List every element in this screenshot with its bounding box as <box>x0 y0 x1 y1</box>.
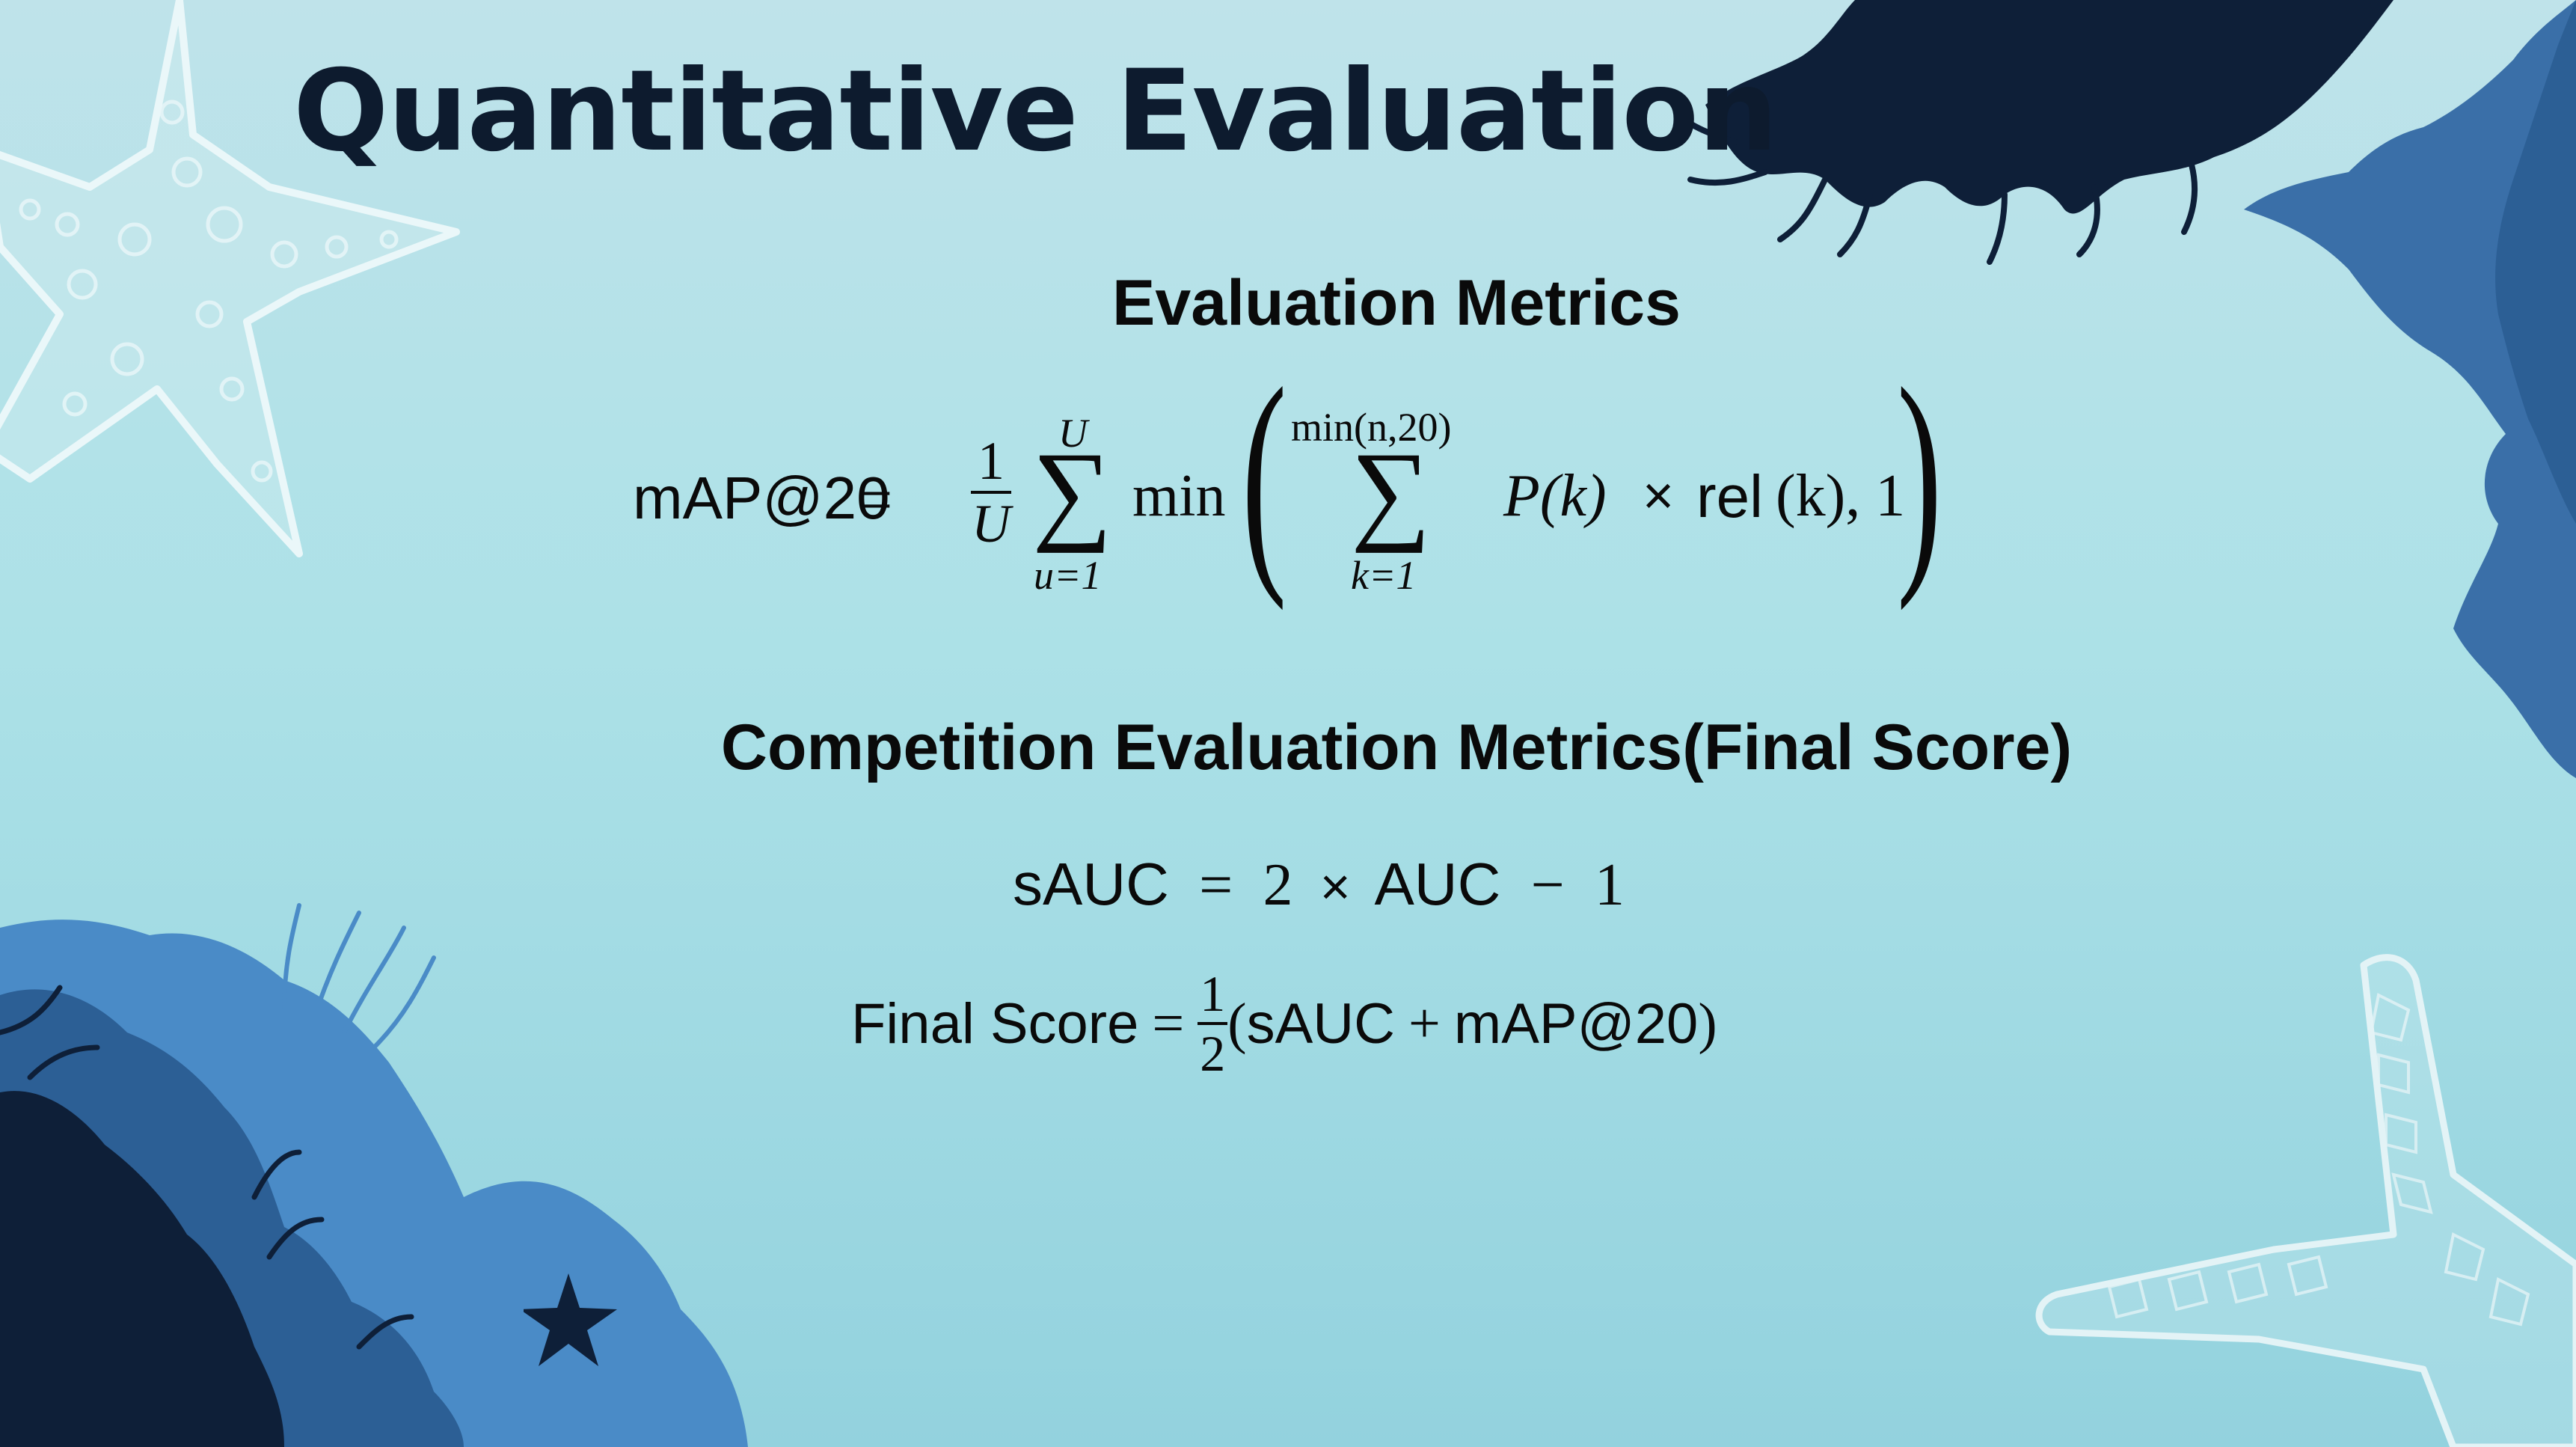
inner-sigma: ∑ <box>1351 429 1431 554</box>
min-function: min <box>1132 463 1226 529</box>
times-symbol: × <box>1643 466 1675 526</box>
right-big-paren: ) <box>1897 338 1942 611</box>
map20-fraction: 1 U <box>971 431 1011 554</box>
coral-bottom-left-icon <box>0 903 748 1447</box>
sauc-one: 1 <box>1594 852 1625 918</box>
final-score-plus: + <box>1408 991 1441 1055</box>
competition-metrics-heading: Competition Evaluation Metrics(Final Sco… <box>720 712 2073 783</box>
rel-term: rel <box>1696 463 1763 530</box>
slide-title: Quantitative Evaluation <box>293 46 1778 177</box>
rel-argument: (k), 1 <box>1776 463 1906 529</box>
sauc-minus: − <box>1530 852 1565 918</box>
starfish-outline-top-left-icon <box>0 0 460 557</box>
map20-fraction-numerator: 1 <box>978 431 1005 491</box>
outer-sum-upper: U <box>1058 411 1088 456</box>
final-score-fraction-numerator: 1 <box>1200 965 1226 1022</box>
starfish-silhouette-icon <box>524 1273 617 1366</box>
final-score-sauc: sAUC <box>1246 991 1396 1056</box>
map20-lhs: mAP@20 <box>633 465 890 531</box>
sauc-equals: = <box>1199 852 1233 918</box>
sauc-formula: sAUC = 2 × AUC − 1 <box>1013 850 1625 920</box>
final-score-close-paren: ) <box>1698 991 1717 1055</box>
precision-term: P(k) <box>1503 463 1607 529</box>
final-score-lhs: Final Score <box>851 991 1139 1056</box>
final-score-fraction-denominator: 2 <box>1200 1025 1226 1082</box>
inner-sum-lower: k=1 <box>1351 553 1417 598</box>
left-big-paren: ( <box>1242 338 1287 611</box>
sauc-times: × <box>1319 857 1351 916</box>
starfish-outline-bottom-right-icon <box>2035 954 2576 1447</box>
inner-sum-upper: min(n,20) <box>1291 405 1452 450</box>
outer-sum-lower: u=1 <box>1034 553 1102 598</box>
final-score-fraction-bar <box>1197 1022 1228 1025</box>
final-score-equals: = <box>1152 991 1185 1055</box>
map20-fraction-denominator: U <box>972 494 1011 554</box>
sauc-lhs: sAUC <box>1013 851 1169 917</box>
evaluation-metrics-heading: Evaluation Metrics <box>1112 267 1681 339</box>
coral-top-right-icon <box>1675 0 2576 778</box>
final-score-fraction: 1 2 <box>1197 965 1228 1082</box>
sauc-auc: AUC <box>1374 851 1501 917</box>
map20-formula: mAP@20 = 1 U U ∑ u=1 min ( min(n,20) ∑ k… <box>0 352 2576 643</box>
map20-fraction-bar <box>971 491 1011 494</box>
outer-sigma: ∑ <box>1032 429 1112 554</box>
map20-equals: = <box>857 465 893 535</box>
final-score-open-paren: ( <box>1227 991 1247 1055</box>
sauc-coefficient: 2 <box>1263 852 1293 918</box>
final-score-formula: Final Score = 1 2 ( sAUC + mAP@20 ) <box>851 965 1717 1082</box>
final-score-map: mAP@20 <box>1453 991 1699 1056</box>
